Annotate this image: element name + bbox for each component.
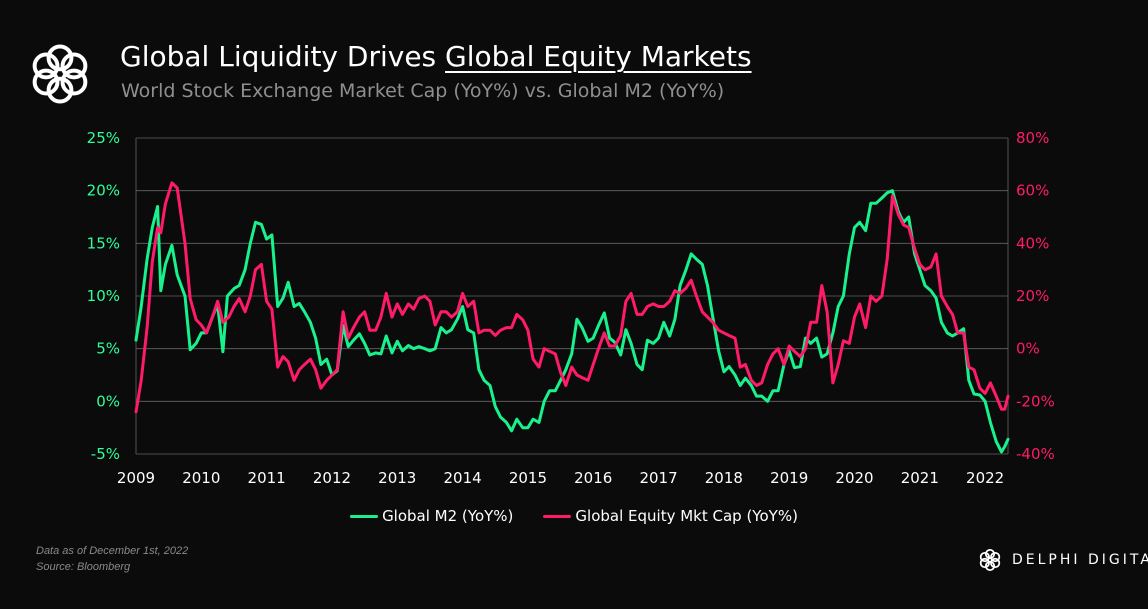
legend-label-equity: Global Equity Mkt Cap (YoY%) xyxy=(575,507,798,525)
chart-title: Global Liquidity Drives Global Equity Ma… xyxy=(120,40,752,73)
x-tick-label: 2013 xyxy=(378,469,416,487)
data-date-note: Data as of December 1st, 2022 xyxy=(36,545,189,557)
x-tick-label: 2009 xyxy=(117,469,155,487)
chart-subtitle: World Stock Exchange Market Cap (YoY%) v… xyxy=(121,80,725,102)
x-tick-label: 2016 xyxy=(574,469,612,487)
x-tick-label: 2020 xyxy=(835,469,873,487)
x-tick-label: 2014 xyxy=(443,469,481,487)
delphi-logo-icon xyxy=(32,44,88,104)
legend-item-equity: Global Equity Mkt Cap (YoY%) xyxy=(543,507,798,525)
x-tick-label: 2011 xyxy=(248,469,286,487)
legend-item-m2: Global M2 (YoY%) xyxy=(350,507,513,525)
x-tick-label: 2015 xyxy=(509,469,547,487)
y-left-tick-label: 20% xyxy=(87,182,120,200)
x-tick-label: 2018 xyxy=(705,469,743,487)
y-left-tick-label: 0% xyxy=(96,392,120,410)
series-line-global-equity xyxy=(134,181,1010,414)
y-right-tick-label: 60% xyxy=(1016,182,1049,200)
chart-title-emphasis: Global Equity Markets xyxy=(445,40,752,73)
legend: Global M2 (YoY%) Global Equity Mkt Cap (… xyxy=(0,507,1148,525)
y-left-tick-label: 15% xyxy=(87,234,120,252)
y-left-tick-label: 5% xyxy=(96,340,120,358)
legend-swatch-m2 xyxy=(350,514,379,518)
delphi-brand-icon xyxy=(979,548,1001,572)
x-tick-label: 2017 xyxy=(639,469,677,487)
y-left-tick-label: -5% xyxy=(91,445,120,463)
y-right-tick-label: 80% xyxy=(1016,129,1049,147)
x-tick-label: 2012 xyxy=(313,469,351,487)
source-note: Source: Bloomberg xyxy=(36,561,131,573)
y-right-tick-label: 0% xyxy=(1016,340,1040,358)
y-left-tick-label: 25% xyxy=(87,129,120,147)
y-right-tick-label: -40% xyxy=(1016,445,1055,463)
series-line-global-m2 xyxy=(134,189,1010,454)
legend-swatch-equity xyxy=(543,514,572,518)
y-left-tick-label: 10% xyxy=(87,287,120,305)
y-right-tick-label: -20% xyxy=(1016,392,1055,410)
x-tick-label: 2019 xyxy=(770,469,808,487)
x-tick-label: 2021 xyxy=(901,469,939,487)
y-right-tick-label: 40% xyxy=(1016,234,1049,252)
legend-label-m2: Global M2 (YoY%) xyxy=(382,507,514,525)
brand-mark: DELPHI DIGITAL xyxy=(976,545,1148,575)
x-tick-label: 2022 xyxy=(966,469,1004,487)
x-tick-label: 2010 xyxy=(182,469,220,487)
brand-name: DELPHI DIGITAL xyxy=(1012,552,1148,568)
y-right-tick-label: 20% xyxy=(1016,287,1049,305)
